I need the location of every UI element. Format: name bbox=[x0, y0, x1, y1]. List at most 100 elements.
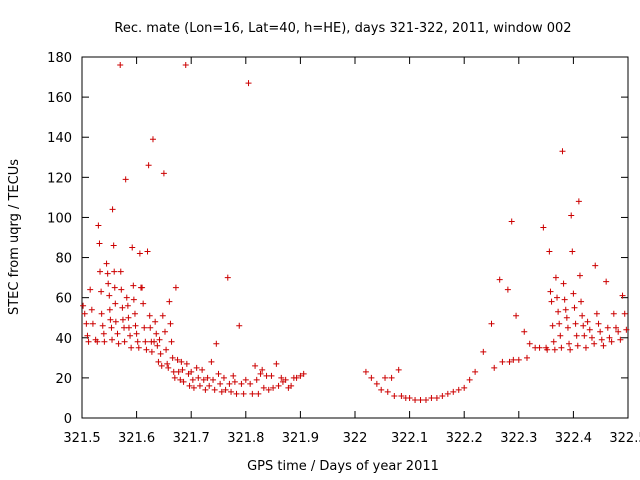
y-axis-label: STEC from uqrg / TECUs bbox=[7, 159, 22, 315]
data-point bbox=[222, 386, 229, 393]
data-point bbox=[204, 374, 211, 381]
data-point bbox=[259, 366, 266, 373]
data-point bbox=[615, 328, 622, 335]
data-point bbox=[83, 320, 90, 327]
data-point bbox=[472, 368, 479, 375]
data-points bbox=[80, 62, 630, 403]
data-point bbox=[117, 268, 124, 275]
data-point bbox=[398, 392, 405, 399]
data-point bbox=[140, 300, 147, 307]
data-point bbox=[131, 310, 138, 317]
data-point bbox=[128, 344, 135, 351]
data-point bbox=[515, 356, 522, 363]
data-point bbox=[521, 328, 528, 335]
y-tick-label: 100 bbox=[47, 211, 72, 226]
data-point bbox=[118, 286, 125, 293]
data-point bbox=[270, 384, 277, 391]
data-point bbox=[175, 368, 182, 375]
data-point bbox=[597, 328, 604, 335]
data-point bbox=[293, 374, 300, 381]
data-point bbox=[373, 380, 380, 387]
data-point bbox=[124, 302, 131, 309]
data-point bbox=[132, 322, 139, 329]
data-point bbox=[148, 348, 155, 355]
data-point bbox=[161, 328, 168, 335]
data-point bbox=[617, 336, 624, 343]
data-point bbox=[81, 310, 88, 317]
data-point bbox=[552, 274, 559, 281]
data-point bbox=[167, 320, 174, 327]
data-point bbox=[288, 382, 295, 389]
data-point bbox=[571, 304, 578, 311]
data-point bbox=[130, 282, 137, 289]
data-point bbox=[236, 322, 243, 329]
data-point bbox=[406, 394, 413, 401]
data-point bbox=[540, 224, 547, 231]
data-point bbox=[598, 336, 605, 343]
data-point bbox=[551, 346, 558, 353]
data-point bbox=[526, 340, 533, 347]
data-point bbox=[562, 306, 569, 313]
data-point bbox=[253, 376, 260, 383]
data-point bbox=[127, 332, 134, 339]
data-point bbox=[623, 326, 630, 333]
x-tick-label: 322.1 bbox=[391, 431, 428, 446]
data-point bbox=[488, 320, 495, 327]
x-tick-label: 322.4 bbox=[555, 431, 592, 446]
data-point bbox=[547, 288, 554, 295]
data-point bbox=[165, 364, 172, 371]
data-point bbox=[220, 374, 227, 381]
data-point bbox=[439, 392, 446, 399]
data-point bbox=[153, 330, 160, 337]
data-point bbox=[573, 332, 580, 339]
x-axis-label: GPS time / Days of year 2011 bbox=[247, 459, 439, 474]
data-point bbox=[228, 388, 235, 395]
data-point bbox=[152, 318, 159, 325]
data-point bbox=[242, 376, 249, 383]
data-point bbox=[268, 372, 275, 379]
data-point bbox=[564, 324, 571, 331]
data-point bbox=[178, 358, 185, 365]
data-point bbox=[257, 370, 264, 377]
data-point bbox=[584, 318, 591, 325]
data-point bbox=[210, 376, 217, 383]
data-point bbox=[586, 326, 593, 333]
data-point bbox=[164, 360, 171, 367]
data-point bbox=[466, 376, 473, 383]
data-point bbox=[582, 344, 589, 351]
data-point bbox=[119, 316, 126, 323]
data-point bbox=[265, 386, 272, 393]
x-tick-label: 321.8 bbox=[227, 431, 264, 446]
x-tick-label: 321.7 bbox=[173, 431, 210, 446]
data-point bbox=[141, 324, 148, 331]
data-point bbox=[183, 360, 190, 367]
data-point bbox=[114, 330, 121, 337]
data-point bbox=[561, 296, 568, 303]
data-point bbox=[595, 320, 602, 327]
data-point bbox=[125, 314, 132, 321]
data-point bbox=[129, 244, 136, 251]
data-point bbox=[218, 388, 225, 395]
data-point bbox=[563, 314, 570, 321]
data-point bbox=[147, 324, 154, 331]
data-point bbox=[226, 380, 233, 387]
data-point bbox=[554, 294, 561, 301]
data-point bbox=[196, 382, 203, 389]
data-point bbox=[200, 376, 207, 383]
data-point bbox=[154, 342, 161, 349]
data-point bbox=[245, 80, 252, 87]
data-point bbox=[575, 198, 582, 205]
y-tick-label: 20 bbox=[55, 372, 72, 387]
data-point bbox=[111, 284, 118, 291]
data-point bbox=[247, 380, 254, 387]
data-point bbox=[499, 358, 506, 365]
data-point bbox=[412, 396, 419, 403]
data-point bbox=[491, 364, 498, 371]
data-point bbox=[112, 300, 119, 307]
data-point bbox=[158, 362, 165, 369]
data-point bbox=[125, 324, 132, 331]
x-tick-label: 321.5 bbox=[63, 431, 100, 446]
data-point bbox=[556, 320, 563, 327]
data-point bbox=[450, 388, 457, 395]
